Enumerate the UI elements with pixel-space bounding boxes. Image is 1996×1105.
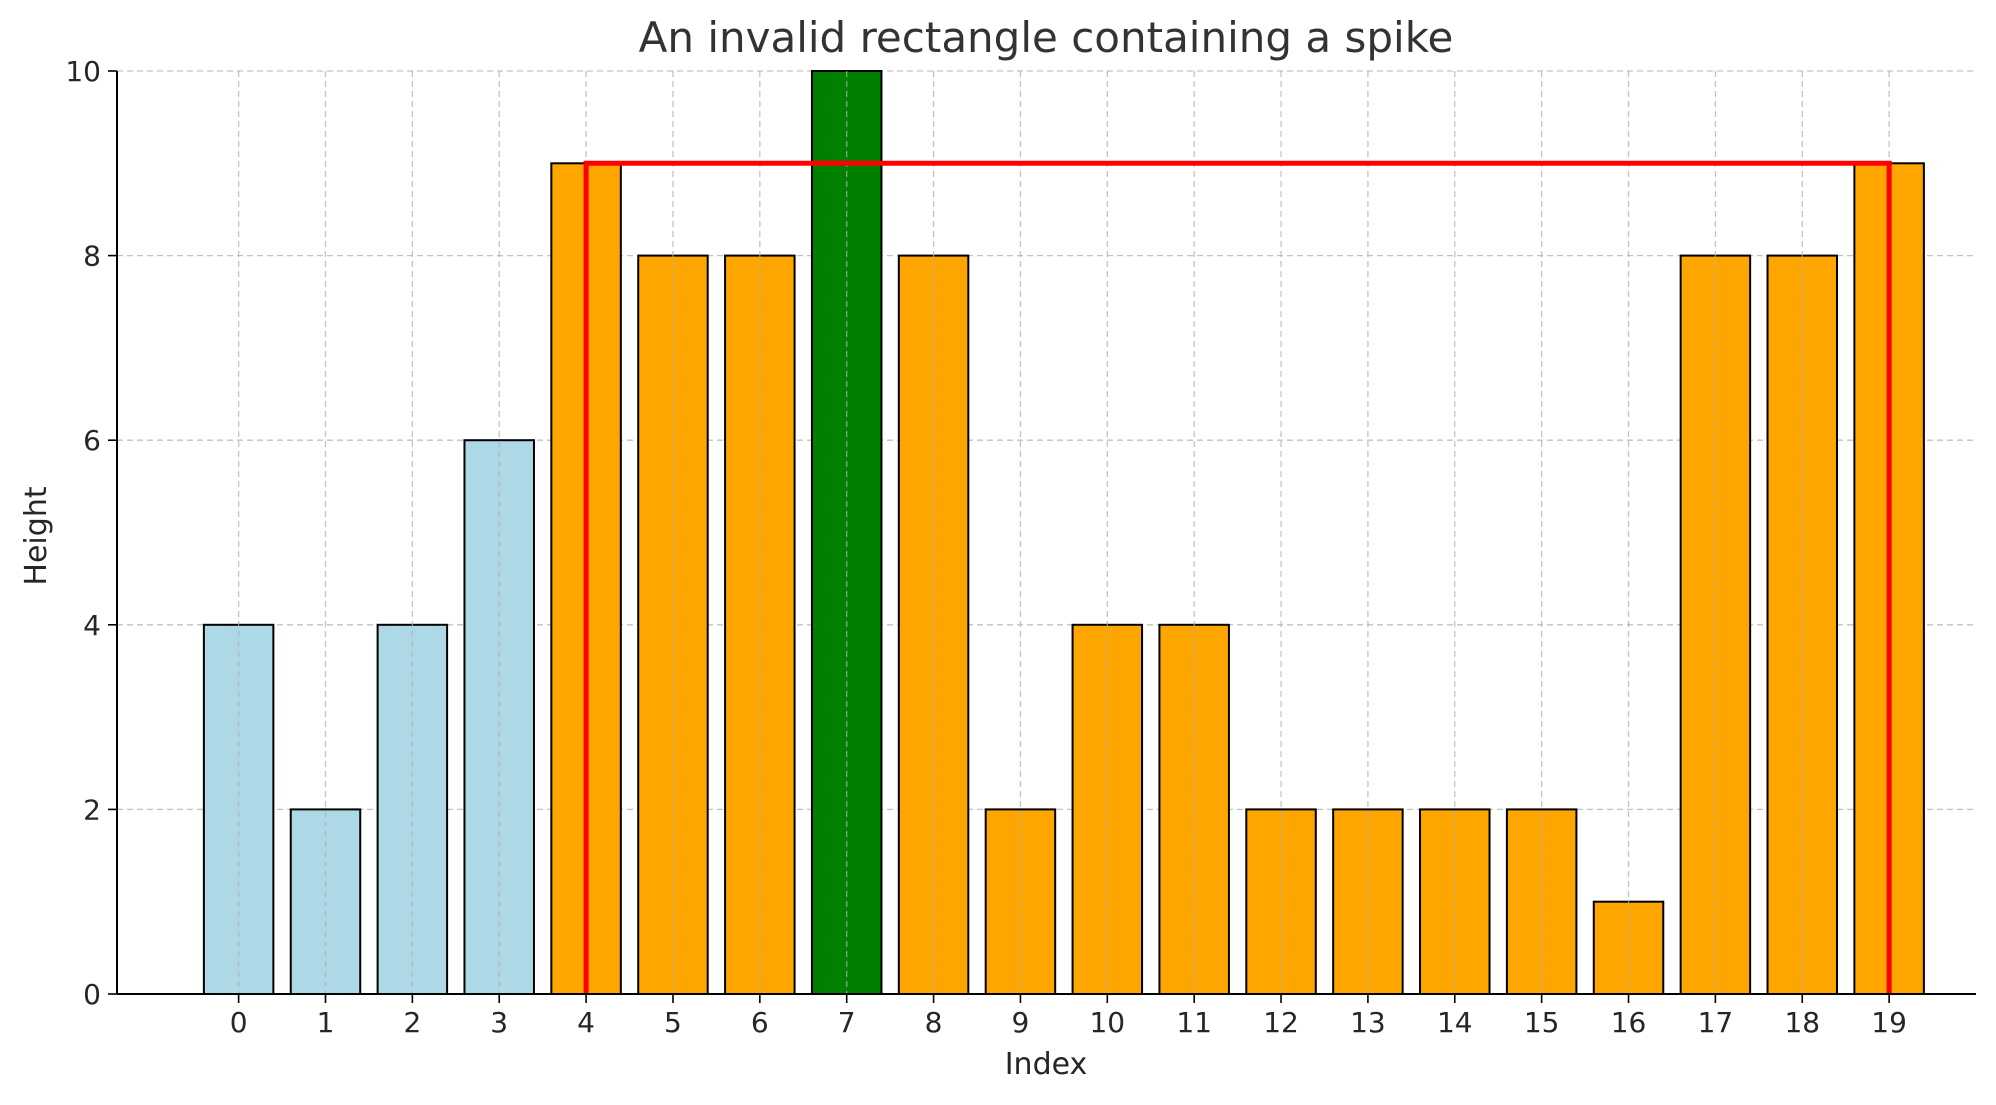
x-tick-label: 7	[838, 1006, 856, 1039]
bar-11	[1158, 623, 1230, 995]
rectangle-outline-layer	[583, 160, 1892, 994]
bar-0	[202, 623, 275, 995]
x-tick-label: 12	[1263, 1006, 1299, 1039]
x-tick-label: 9	[1012, 1006, 1030, 1039]
x-tick-label: 4	[577, 1006, 595, 1039]
x-tick-label: 10	[1089, 1006, 1125, 1039]
x-tick-label: 15	[1524, 1006, 1560, 1039]
y-tick-label: 8	[83, 240, 101, 273]
x-tick-label: 11	[1176, 1006, 1212, 1039]
x-tick-label: 3	[490, 1006, 508, 1039]
x-tick-labels: 0 1 2 3 4 5 6 7 8 9 10 11 12 13 14 15 16 17 18 19	[230, 1006, 1907, 1039]
x-tick-label: 2	[403, 1006, 421, 1039]
y-tick-label: 2	[83, 793, 101, 826]
chart-title: An invalid rectangle containing a spike	[639, 13, 1454, 62]
x-tick-label: 14	[1437, 1006, 1473, 1039]
x-tick-label: 6	[751, 1006, 769, 1039]
x-tick-label: 1	[317, 1006, 335, 1039]
y-axis-label: Height	[19, 486, 54, 585]
y-tick-labels: 0 2 4 6 8 10	[65, 55, 101, 1011]
y-tick-label: 6	[83, 424, 101, 457]
x-tick-label: 5	[664, 1006, 682, 1039]
y-tick-label: 0	[83, 978, 101, 1011]
x-tick-label: 18	[1784, 1006, 1820, 1039]
bar-2	[376, 623, 449, 995]
axes	[108, 70, 1976, 1003]
x-tick-label: 13	[1350, 1006, 1386, 1039]
x-tick-label: 8	[925, 1006, 943, 1039]
bars	[202, 70, 1925, 996]
y-tick-label: 4	[83, 609, 101, 642]
x-tick-label: 17	[1698, 1006, 1734, 1039]
x-tick-label: 0	[230, 1006, 248, 1039]
invalid-rectangle-outline	[583, 160, 1892, 994]
bar-10	[1071, 623, 1144, 995]
x-axis-label: Index	[1005, 1047, 1088, 1082]
x-tick-label: 19	[1871, 1006, 1907, 1039]
y-tick-label: 10	[65, 55, 101, 88]
x-tick-label: 16	[1611, 1006, 1647, 1039]
